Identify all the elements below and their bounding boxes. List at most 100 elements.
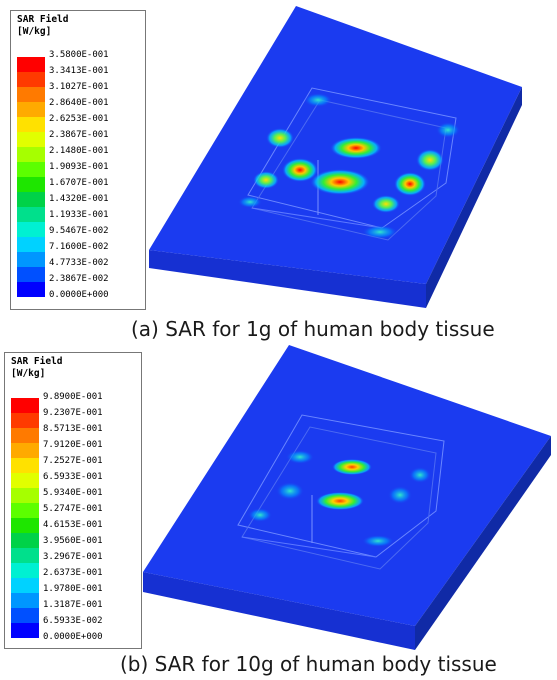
scale-tick-label: 9.2307E-001 [43,408,103,418]
sar-legend: SAR Field [W/kg] 3.5800E-001 3.3413E-001 3… [10,10,146,310]
scale-tick-label: 9.8900E-001 [43,392,103,402]
sar-hotspot [362,535,394,547]
scale-tick-label: 3.2967E-001 [43,552,103,562]
scale-tick-label: 4.7733E-002 [49,258,109,268]
sar-hotspot [248,508,272,522]
color-swatch [17,117,45,132]
scale-tick-label: 2.3867E-002 [49,274,109,284]
scale-tick-label: 0.0000E+000 [43,632,103,642]
color-swatch [17,162,45,177]
figure-caption: (b) SAR for 10g of human body tissue [120,652,497,676]
sar-hotspot [436,122,460,138]
scale-tick-label: 1.9780E-001 [43,584,103,594]
antenna-upper-plate [247,87,457,229]
sar-hotspot [362,225,398,239]
sar-hotspot [332,459,372,475]
sar-1g-3d-view [149,6,522,308]
scale-tick-label: 6.5933E-002 [43,616,103,626]
color-swatch [11,473,39,488]
color-swatch [11,623,39,638]
sar-hotspot [388,486,412,504]
color-swatch [11,548,39,563]
color-swatch [17,72,45,87]
scale-tick-label: 3.9560E-001 [43,536,103,546]
scale-tick-label: 1.9093E-001 [49,162,109,172]
color-swatch [17,252,45,267]
tissue-slab-right-side [415,436,551,650]
antenna-edge-line [241,536,377,558]
sar-hotspot [282,158,318,182]
color-swatch [11,428,39,443]
sar-hotspot [394,172,426,196]
color-swatch [17,222,45,237]
antenna-edge-line [251,207,383,229]
sar-hotspot [409,467,431,483]
sar-10g-3d-view [143,345,551,650]
scale-tick-label: 7.1600E-002 [49,242,109,252]
scale-tick-label: 1.3187E-001 [43,600,103,610]
color-scale [11,398,39,638]
color-swatch [11,518,39,533]
sar-hotspot [310,169,370,195]
sar-hotspot [416,149,444,171]
color-swatch [17,57,45,72]
color-swatch [17,177,45,192]
color-swatch [11,533,39,548]
sar-10g-panel: SAR Field [W/kg] 9.8900E-001 9.2307E-001 8… [0,345,557,680]
sar-1g-panel: SAR Field [W/kg] 3.5800E-001 3.3413E-001 3… [10,6,522,341]
scale-tick-label: 8.5713E-001 [43,424,103,434]
antenna-lower-plate [241,426,437,570]
color-swatch [11,443,39,458]
color-swatch [11,458,39,473]
sar-legend: SAR Field [W/kg] 9.8900E-001 9.2307E-001 8… [4,352,142,649]
sar-hotspot [276,482,304,500]
color-swatch [11,593,39,608]
color-swatch [11,578,39,593]
color-swatch [17,192,45,207]
scale-tick-label: 3.5800E-001 [49,50,109,60]
scale-tick-label: 2.8640E-001 [49,98,109,108]
color-swatch [17,147,45,162]
color-swatch [11,608,39,623]
scale-tick-label: 0.0000E+000 [49,290,109,300]
color-swatch [11,503,39,518]
scale-tick-label: 2.3867E-001 [49,130,109,140]
sar-hotspot [253,171,279,189]
sar-hotspot [266,128,294,148]
scale-tick-label: 2.6253E-001 [49,114,109,124]
scale-tick-label: 1.1933E-001 [49,210,109,220]
scale-tick-label: 9.5467E-002 [49,226,109,236]
scale-tick-label: 5.9340E-001 [43,488,103,498]
scale-tick-label: 1.6707E-001 [49,178,109,188]
color-swatch [17,132,45,147]
sar-hotspot [330,137,382,159]
color-swatch [17,237,45,252]
color-swatch [11,488,39,503]
scale-tick-label: 1.4320E-001 [49,194,109,204]
color-scale [17,57,45,297]
tissue-slab-top [143,345,551,626]
tissue-slab-left-side [149,250,426,308]
scale-tick-label: 7.2527E-001 [43,456,103,466]
color-swatch [17,207,45,222]
tissue-slab-right-side [426,87,522,308]
scale-tick-label: 3.1027E-001 [49,82,109,92]
scale-tick-label: 4.6153E-001 [43,520,103,530]
scale-tick-label: 3.3413E-001 [49,66,109,76]
sar-hotspot [372,195,400,213]
scale-tick-label: 2.6373E-001 [43,568,103,578]
scale-tick-label: 5.2747E-001 [43,504,103,514]
legend-title: SAR Field [W/kg] [11,356,63,379]
color-swatch [11,413,39,428]
color-swatch [17,267,45,282]
legend-title: SAR Field [W/kg] [17,14,69,37]
color-swatch [11,563,39,578]
tissue-slab-left-side [143,572,415,650]
color-swatch [11,398,39,413]
sar-hotspot [238,196,262,208]
sar-hotspot [316,492,364,510]
color-swatch [17,282,45,297]
color-swatch [17,87,45,102]
figure-caption: (a) SAR for 1g of human body tissue [131,317,495,341]
scale-tick-label: 2.1480E-001 [49,146,109,156]
